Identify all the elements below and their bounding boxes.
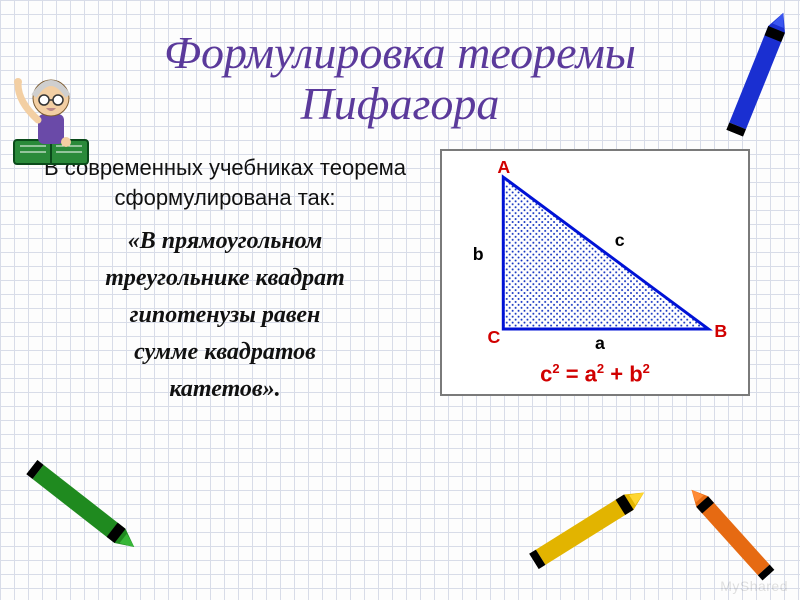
crayon-orange-icon [684, 483, 776, 582]
content-row: В современных учебниках теорема сформули… [0, 129, 800, 408]
quote-line: «В прямоугольном [128, 228, 322, 254]
triangle-figure: A B C b a c c2 = a2 + b2 [440, 149, 750, 395]
quote-line: гипотенузы равен [130, 302, 321, 328]
quote-line: сумме квадратов [134, 339, 316, 365]
pythagoras-formula: c2 = a2 + b2 [452, 361, 738, 387]
title-line-2: Пифагора [301, 78, 500, 129]
slide-title: Формулировка теоремы Пифагора [0, 0, 800, 129]
side-label-a: a [595, 333, 605, 353]
quote-line: катетов». [169, 376, 280, 402]
vertex-label-C: C [488, 327, 501, 347]
quote-line: треугольнике квадрат [105, 265, 345, 291]
watermark-text: MyShared [720, 578, 788, 594]
title-line-1: Формулировка теоремы [164, 27, 636, 78]
figure-column: A B C b a c c2 = a2 + b2 [440, 147, 770, 408]
triangle-svg: A B C b a c [452, 161, 738, 359]
professor-illustration [8, 62, 94, 172]
side-label-c: c [615, 230, 625, 250]
text-column: В современных учебниках теорема сформули… [30, 147, 420, 408]
vertex-label-B: B [714, 321, 727, 341]
vertex-label-A: A [497, 161, 510, 177]
crayon-green-icon [25, 458, 141, 555]
crayon-yellow-icon [528, 483, 650, 571]
side-label-b: b [473, 244, 484, 264]
theorem-quote: «В прямоугольном треугольнике квадрат ги… [30, 223, 420, 409]
